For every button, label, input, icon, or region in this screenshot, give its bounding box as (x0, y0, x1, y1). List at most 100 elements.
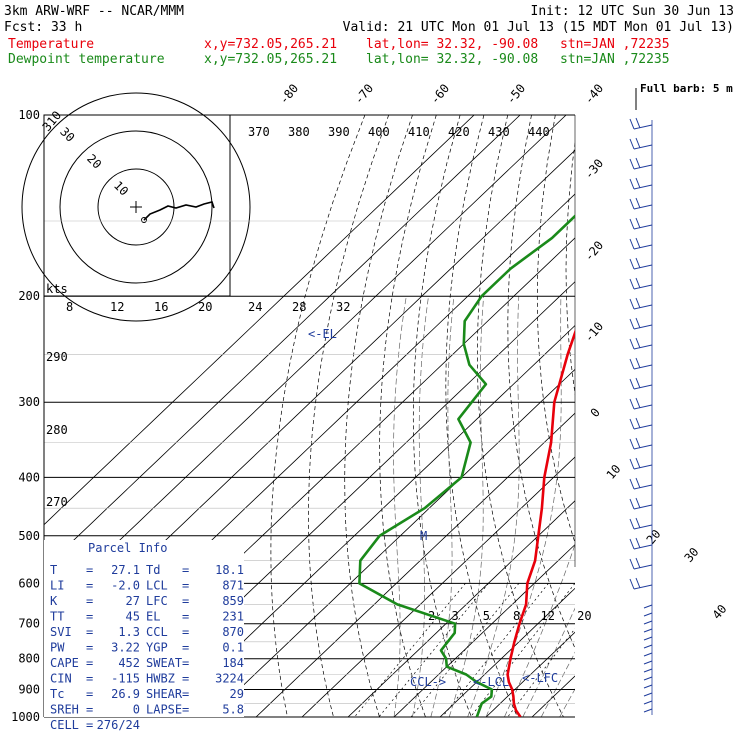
parcel-eq: = (182, 656, 189, 670)
wind-barb-low (643, 660, 653, 665)
parcel-value-hwbz: 3224 (215, 672, 244, 686)
parcel-key-t: T (50, 563, 57, 577)
parcel-eq: = (182, 641, 189, 655)
wind-legend-text: Full barb: 5 m s⁻¹ (640, 82, 740, 95)
annotation-lfc: <-LFC (522, 671, 558, 685)
wind-barb-feather (629, 178, 635, 190)
moist-adiabat (393, 296, 407, 717)
model-title: 3km ARW-WRF -- NCAR/MMM (4, 4, 184, 19)
dry-adiabat (477, 115, 564, 717)
theta-left-label: 280 (46, 423, 68, 437)
mixing-ratio-label: 20 (577, 609, 591, 623)
parcel-key-sweat: SWEAT (146, 656, 182, 670)
isotherm-label: 40 (710, 602, 730, 622)
pressure-label: 500 (18, 529, 40, 543)
parcel-value-el: 231 (222, 610, 244, 624)
isotherm-label: -70 (352, 81, 377, 107)
parcel-key-li: LI (50, 579, 64, 593)
wind-barb (633, 584, 653, 590)
wind-barb-feather (635, 377, 641, 389)
parcel-key-ccl: CCL (146, 625, 168, 639)
dry-adiabat (673, 115, 740, 717)
parcel-value-ygp: 0.1 (222, 641, 244, 655)
wind-barb-feather (635, 117, 641, 129)
parcel-value-lcl: 871 (222, 579, 244, 593)
wind-barb-feather (635, 537, 641, 549)
theta-label: 440 (528, 125, 550, 139)
dry-adiabat (445, 115, 518, 717)
legend-temperature-latlon: lat,lon= 32.32, -90.08 (366, 37, 538, 52)
mixing-ratio-line (470, 583, 575, 717)
wind-barb-feather (629, 438, 635, 450)
parcel-key-lfc: LFC (146, 594, 168, 608)
parcel-key-cell: CELL (50, 718, 79, 732)
mixing-ratio-label: 8 (513, 609, 520, 623)
wind-barb-feather (629, 278, 635, 290)
legend-temperature: Temperature x,y=732.05,265.21 lat,lon= 3… (8, 37, 670, 52)
theta-left-label: 290 (46, 350, 68, 364)
wind-barb-feather (629, 518, 635, 530)
parcel-eq: = (86, 687, 93, 701)
isotherm-label: -10 (582, 319, 607, 345)
wind-barb-low (643, 668, 653, 673)
wind-barb-feather (635, 517, 641, 529)
wind-barbs (629, 88, 653, 715)
parcel-value-k: 27 (126, 594, 140, 608)
parcel-key-ygp: YGP (146, 641, 168, 655)
parcel-key-sreh: SREH (50, 703, 79, 717)
parcel-value-svi: 1.3 (118, 625, 140, 639)
isotherm-line (393, 544, 575, 717)
wind-barb (633, 404, 653, 410)
wind-barb (633, 324, 653, 330)
theta-label: 370 (248, 125, 270, 139)
parcel-key-hwbz: HWBZ (146, 672, 175, 686)
dry-adiabat (722, 115, 740, 717)
parcel-eq: = (182, 563, 189, 577)
wind-barb-feather (635, 137, 641, 149)
wind-barb (633, 464, 653, 470)
wind-barb-feather (635, 197, 641, 209)
wind-barb (633, 444, 653, 450)
parcel-key-tc: Tc (50, 687, 64, 701)
wind-barb-low (643, 676, 653, 681)
isotherm-label: 0 (588, 405, 603, 420)
parcel-eq: = (182, 594, 189, 608)
pressure-label: 900 (18, 683, 40, 697)
wind-barb (633, 184, 653, 190)
wind-barb (633, 564, 653, 570)
parcel-value-pw: 3.22 (111, 641, 140, 655)
parcel-key-cin: CIN (50, 672, 72, 686)
isotherm-label: -60 (428, 81, 453, 107)
isotherm-line (624, 115, 740, 717)
wind-barb (633, 284, 653, 290)
hodograph-ring (21, 92, 251, 322)
pressure-label: 600 (18, 576, 40, 590)
legend-dewpoint-xy: x,y=732.05,265.21 (204, 52, 337, 67)
theta-label: 430 (488, 125, 510, 139)
theta-label: 380 (288, 125, 310, 139)
isotherm-line (347, 500, 575, 717)
wind-barb-feather (635, 417, 641, 429)
legend-temperature-xy: x,y=732.05,265.21 (204, 37, 337, 52)
wind-barb-feather (629, 258, 635, 270)
hodograph-speed-label: 32 (336, 300, 350, 314)
moist-adiabat (522, 607, 575, 717)
parcel-eq: = (182, 579, 189, 593)
wind-barb-feather (629, 298, 635, 310)
wind-barb-low (643, 620, 653, 625)
wind-barb-feather (629, 498, 635, 510)
wind-barb (633, 304, 653, 310)
legend-dewpoint-stn: stn=JAN ,72235 (560, 52, 670, 67)
hodograph-units: kts (46, 282, 68, 296)
wind-barb-feather (629, 338, 635, 350)
dry-adiabat (565, 141, 575, 396)
mixing-ratio-label: 3 (452, 609, 459, 623)
forecast-hour: Fcst: 33 h (4, 20, 82, 35)
wind-barb-low (643, 612, 653, 617)
mixing-ratio-label: 12 (541, 609, 555, 623)
wind-barb (633, 164, 653, 170)
pressure-label: 300 (18, 395, 40, 409)
parcel-key-k: K (50, 594, 58, 608)
wind-barb-feather (635, 257, 641, 269)
wind-barb-feather (629, 198, 635, 210)
